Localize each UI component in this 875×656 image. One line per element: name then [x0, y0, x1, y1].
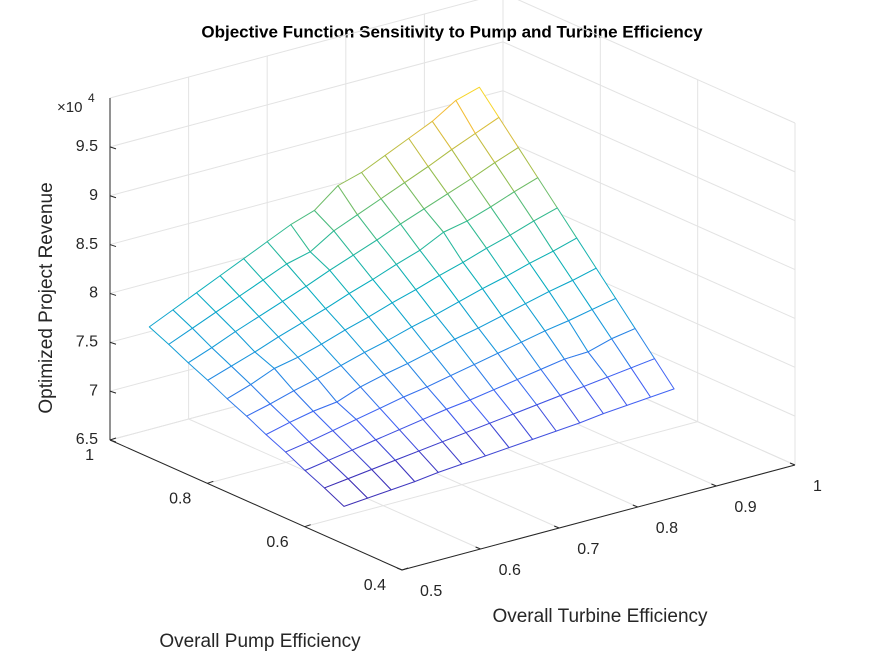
z-multiplier-exponent: 4	[88, 91, 95, 105]
z-tick-label: 7.5	[76, 334, 98, 351]
grid-line	[502, 41, 796, 173]
y-tick-label: 0.8	[169, 491, 191, 508]
z-tick	[109, 195, 117, 199]
x-tick	[711, 483, 717, 487]
y-tick-label: 1	[85, 447, 94, 464]
y-axis-label: Overall Pump Efficiency	[159, 631, 361, 652]
y-axis-line	[109, 439, 403, 571]
z-tick	[109, 292, 117, 296]
grid-line	[109, 41, 504, 148]
grid-line	[304, 421, 698, 528]
z-tick-label: 9	[89, 187, 98, 204]
z-tick	[109, 439, 117, 443]
z-tick-label: 8	[89, 285, 98, 302]
box-edge	[517, 0, 796, 124]
x-axis-line	[401, 464, 796, 571]
x-tick-label: 0.9	[734, 499, 756, 516]
y-tick	[207, 480, 214, 484]
grid-line	[502, 139, 796, 271]
z-multiplier-base: ×10	[57, 99, 82, 116]
x-tick	[632, 504, 638, 508]
z-tick-label: 7	[89, 382, 98, 399]
x-tick-label: 0.7	[577, 541, 599, 558]
z-tick	[109, 244, 117, 248]
z-tick-label: 6.5	[76, 431, 98, 448]
x-tick	[789, 462, 796, 466]
y-tick	[109, 437, 117, 441]
grid-line	[502, 90, 796, 222]
y-tick-label: 0.4	[364, 577, 386, 594]
y-tick-label: 0.6	[266, 534, 288, 551]
chart-title: Objective Function Sensitivity to Pump a…	[201, 22, 703, 41]
z-tick	[109, 341, 117, 345]
x-tick-label: 0.6	[499, 562, 521, 579]
box-edge	[109, 0, 479, 99]
x-tick-label: 1	[813, 478, 822, 495]
y-tick	[304, 524, 311, 528]
x-tick	[554, 525, 560, 529]
z-tick-label: 8.5	[76, 236, 98, 253]
z-tick	[109, 390, 117, 394]
z-tick	[109, 146, 117, 150]
z-tick-label: 9.5	[76, 138, 98, 155]
x-axis-label: Overall Turbine Efficiency	[492, 606, 708, 627]
x-tick	[475, 546, 481, 550]
x-tick-label: 0.8	[656, 520, 678, 537]
y-tick	[401, 567, 409, 571]
x-tick	[396, 567, 403, 571]
z-axis-label: Optimized Project Revenue	[36, 182, 57, 413]
grid-line	[109, 90, 504, 197]
x-tick-label: 0.5	[420, 583, 442, 600]
surface-cell	[324, 478, 369, 507]
